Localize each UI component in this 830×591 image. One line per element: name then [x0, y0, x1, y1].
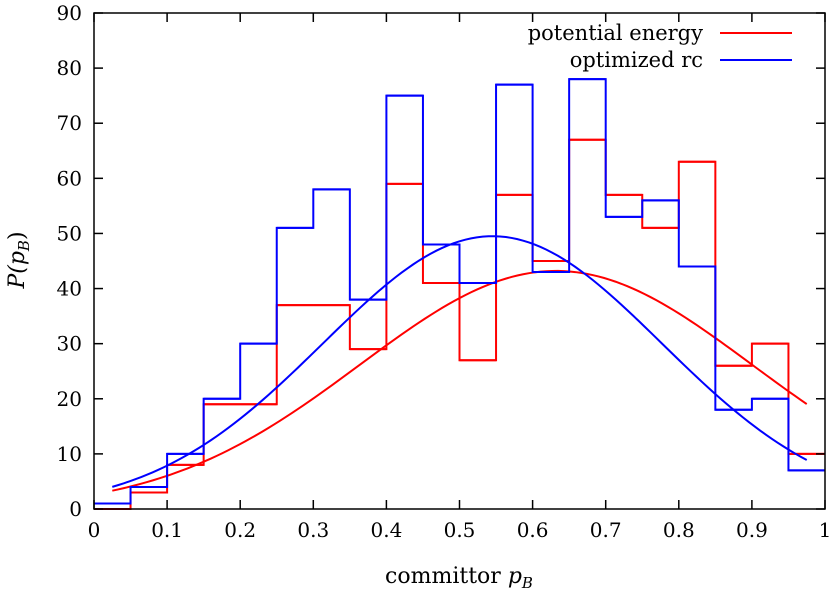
y-axis-title-sub: B [15, 240, 33, 252]
x-tick-label: 0.8 [663, 518, 695, 542]
x-axis-title-sub: B [521, 574, 533, 591]
y-tick-label: 70 [57, 111, 82, 135]
series-optimized-rc [94, 78, 825, 505]
plot-area: 0 0.1 0.2 0.3 0.4 0.5 0.6 0.7 0.8 0.9 101020304050… [57, 1, 830, 542]
fit-curve-optimized-rc [111, 235, 808, 488]
series-potential-energy [94, 138, 825, 510]
fit-curve-potential-energy [112, 269, 808, 492]
x-axis-title-var: p [508, 564, 522, 589]
x-tick-label: 0.3 [297, 518, 329, 542]
y-tick-label: 80 [57, 56, 82, 80]
x-tick-label: 0.2 [224, 518, 256, 542]
legend-label-optimized-rc: optimized rc [570, 48, 703, 72]
y-tick-label: 50 [57, 221, 82, 245]
y-tick-label: 40 [57, 277, 82, 301]
y-tick-label: 30 [57, 332, 82, 356]
y-tick-label: 20 [57, 387, 82, 411]
y-tick-label: 90 [57, 1, 82, 25]
x-tick-label: 0 [88, 518, 101, 542]
x-tick-label: 1 [819, 518, 830, 542]
y-axis-title-var: p [5, 251, 30, 265]
x-tick-label: 0.1 [151, 518, 183, 542]
y-axis-title-close: ) [5, 231, 30, 240]
y-tick-label: 10 [57, 442, 82, 466]
y-tick-label: 60 [57, 166, 82, 190]
x-axis-title-main: committor [385, 564, 508, 589]
y-axis-title-main: P( [5, 265, 30, 290]
x-tick-label: 0.7 [590, 518, 622, 542]
y-tick-label: 0 [69, 497, 82, 521]
x-tick-label: 0.6 [517, 518, 549, 542]
x-tick-label: 0.9 [736, 518, 768, 542]
x-axis-title: committor pB [385, 564, 533, 591]
legend: potential energy optimized rc [528, 21, 792, 72]
x-tick-label: 0.4 [370, 518, 402, 542]
x-tick-label: 0.5 [444, 518, 476, 542]
legend-label-potential-energy: potential energy [528, 21, 703, 45]
y-axis-title: P(pB) [5, 231, 33, 289]
